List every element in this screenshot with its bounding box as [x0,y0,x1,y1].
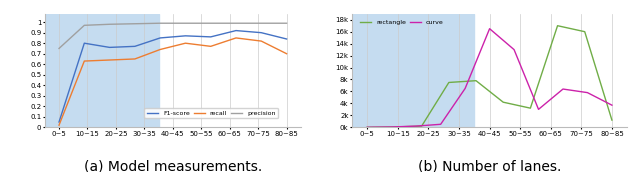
Title: (a) Model measurements.: (a) Model measurements. [84,159,262,172]
Title: (b) Number of lanes.: (b) Number of lanes. [418,159,561,172]
Bar [45,14,159,127]
Legend: F1-score, recall, precision: F1-score, recall, precision [145,108,278,119]
Legend: rectangle, curve: rectangle, curve [358,18,445,27]
Bar [352,14,474,127]
